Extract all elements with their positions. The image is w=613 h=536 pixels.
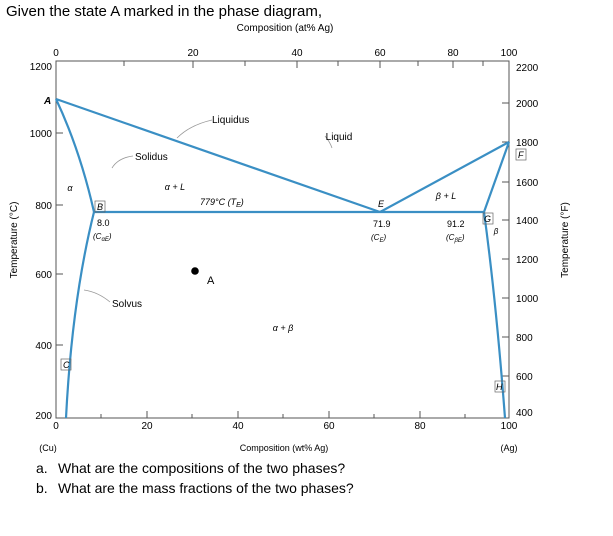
top-tick-label: 20 — [187, 48, 199, 59]
right-tick-label: 1200 — [516, 255, 539, 266]
bottom-tick-label: 60 — [323, 421, 335, 432]
phase-boundaries — [55, 97, 511, 419]
beta-plus-liquid-label: β + L — [435, 191, 456, 201]
ag-label: (Ag) — [500, 443, 517, 453]
right-axis-label: Temperature (°F) — [560, 202, 571, 278]
alpha-plus-beta-label: α + β — [273, 323, 294, 333]
right-tick-label: 600 — [516, 372, 533, 383]
leader-lines — [83, 119, 333, 303]
solidus-alpha — [55, 98, 96, 213]
question-text: What are the mass fractions of the two p… — [58, 480, 354, 496]
plot-frame — [55, 60, 510, 419]
top-axis-label: Composition (at% Ag) — [237, 23, 334, 34]
left-tick-label: 1000 — [30, 129, 53, 140]
liquidus-label: Liquidus — [212, 115, 249, 126]
question-letter: a. — [36, 460, 48, 476]
point-c-label: C — [63, 360, 70, 370]
right-tick-label: 2000 — [516, 99, 539, 110]
right-tick-label: 400 — [516, 408, 533, 419]
right-tick-label: 1600 — [516, 178, 539, 189]
point-e-label: E — [378, 199, 385, 209]
top-axis: Composition (at% Ag) 0 20 40 60 80 100 — [53, 23, 518, 68]
left-tick-label: 600 — [35, 270, 52, 281]
bottom-tick-label: 0 — [53, 421, 59, 432]
bottom-tick-label: 20 — [141, 421, 153, 432]
page-title: Given the state A marked in the phase di… — [6, 3, 323, 20]
eutectic-temperature-label: 779°C (TE) — [200, 197, 244, 209]
left-axis: 1200 1000 800 600 400 200 Temperature (°… — [9, 62, 63, 422]
point-a-label: A — [43, 96, 51, 107]
question-item: b. What are the mass fractions of the tw… — [36, 478, 354, 498]
state-a-marker — [191, 267, 199, 275]
question-list: a. What are the compositions of the two … — [36, 458, 354, 498]
right-tick-label: 1000 — [516, 294, 539, 305]
question-text: What are the compositions of the two pha… — [58, 460, 346, 476]
right-tick-label: 2200 — [516, 63, 539, 74]
left-tick-label: 800 — [35, 201, 52, 212]
beta-eutectic-composition: 91.2 — [447, 219, 465, 229]
alpha-plus-liquid-label: α + L — [165, 182, 185, 192]
point-boxes — [60, 148, 527, 393]
bottom-tick-label: 40 — [232, 421, 244, 432]
point-f-label: F — [518, 150, 524, 160]
top-tick-label: 40 — [291, 48, 303, 59]
right-tick-label: 1400 — [516, 216, 539, 227]
top-tick-label: 80 — [447, 48, 459, 59]
left-tick-label: 400 — [35, 341, 52, 352]
bottom-axis-label: Composition (wt% Ag) — [240, 443, 329, 453]
state-a-label: A — [207, 275, 215, 287]
alpha-eutectic-symbol: (CαE) — [93, 232, 112, 243]
question-item: a. What are the compositions of the two … — [36, 458, 354, 478]
liquidus-right — [379, 141, 510, 213]
solvus-label: Solvus — [112, 299, 142, 310]
bottom-tick-label: 100 — [501, 421, 518, 432]
liquid-region-label: Liquid — [326, 132, 353, 143]
point-g-label: G — [484, 214, 491, 224]
beta-eutectic-symbol: (CβE) — [446, 233, 465, 244]
right-tick-label: 1800 — [516, 138, 539, 149]
solidus-label: Solidus — [135, 152, 168, 163]
beta-region-label: β — [493, 227, 499, 236]
question-letter: b. — [36, 480, 48, 496]
liquidus-left — [55, 97, 381, 214]
left-tick-label: 200 — [35, 411, 52, 422]
right-tick-label: 800 — [516, 333, 533, 344]
liquid-eutectic-composition: 71.9 — [373, 219, 391, 229]
alpha-eutectic-composition: 8.0 — [97, 218, 110, 228]
left-tick-label: 1200 — [30, 62, 53, 73]
top-tick-label: 60 — [374, 48, 386, 59]
right-axis: 2200 2000 1800 1600 1400 1200 1000 800 6… — [502, 63, 571, 419]
point-b-label: B — [97, 202, 103, 212]
point-h-label: H — [496, 382, 503, 392]
solvus-beta — [482, 211, 507, 419]
solidus-beta — [482, 141, 511, 213]
left-axis-label: Temperature (°C) — [9, 202, 20, 279]
alpha-region-label: α — [67, 183, 73, 193]
top-tick-label: 100 — [501, 48, 518, 59]
top-tick-label: 0 — [53, 48, 59, 59]
bottom-tick-label: 80 — [414, 421, 426, 432]
cu-label: (Cu) — [39, 443, 57, 453]
bottom-axis: 0 20 40 60 80 100 (Cu) Composition (wt% … — [39, 411, 518, 453]
liquid-eutectic-symbol: (CE) — [371, 233, 386, 244]
solvus-alpha — [64, 211, 96, 419]
